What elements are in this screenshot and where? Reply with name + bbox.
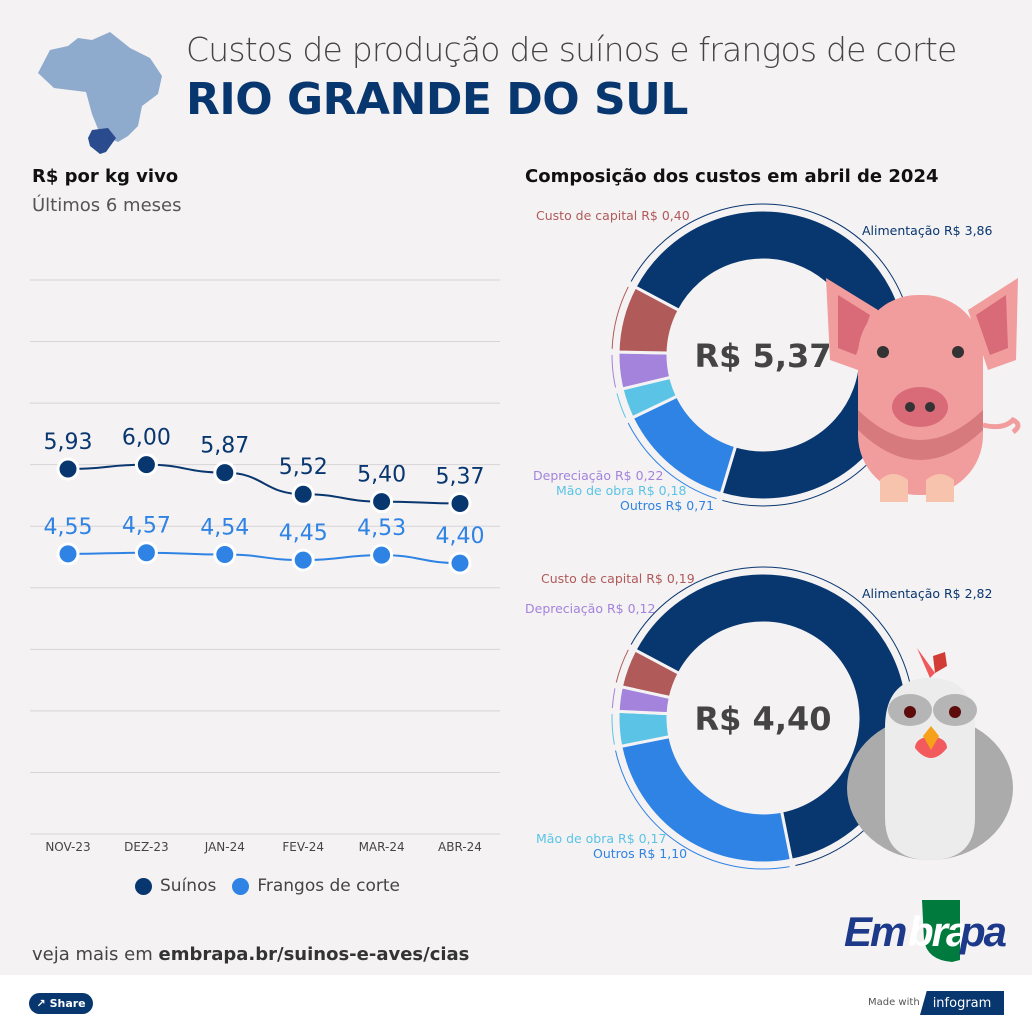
data-label: 4,57: [122, 514, 171, 539]
data-point: [291, 548, 315, 572]
data-point: [291, 482, 315, 506]
x-tick-label: DEZ-23: [124, 840, 168, 854]
data-label: 4,40: [436, 524, 485, 549]
made-with-text: Made with: [868, 997, 920, 1008]
share-icon: ↗: [36, 997, 46, 1010]
data-point: [134, 453, 158, 477]
data-label: 5,37: [436, 464, 485, 489]
series-line-frangos: [67, 551, 461, 565]
donut2-label-outros: Outros R$ 1,10: [593, 846, 688, 861]
line-legend: Suínos Frangos de corte: [135, 876, 400, 896]
donut-slice: [632, 571, 910, 862]
donut1-label-capital: Custo de capital R$ 0,40: [536, 208, 690, 223]
x-tick-label: JAN-24: [204, 840, 245, 854]
donut-center-total: R$ 4,40: [695, 700, 832, 738]
share-label: Share: [49, 997, 86, 1010]
data-point: [448, 491, 472, 515]
donut1-label-alimentacao: Alimentação R$ 3,86: [862, 223, 993, 238]
data-label: 5,87: [200, 434, 249, 459]
line-chart: NOV-23 DEZ-23 JAN-24 FEV-24 MAR-24 ABR-24 5,93…: [30, 279, 500, 854]
legend-label-suinos: Suínos: [160, 876, 217, 896]
leader-arc: [630, 203, 915, 507]
donut-slice: [616, 284, 682, 355]
donut-frangos: R$ 4,40: [611, 566, 915, 870]
data-label: 4,54: [200, 516, 249, 541]
data-point: [134, 541, 158, 565]
data-label: 5,52: [279, 455, 328, 480]
data-point: [370, 490, 394, 514]
leader-arc: [611, 286, 629, 349]
data-point: [56, 542, 80, 566]
donut2-label-alimentacao: Alimentação R$ 2,82: [862, 586, 993, 601]
donut-slice: [619, 647, 682, 700]
svg-text:Em: Em: [844, 908, 906, 955]
region-title: RIO GRANDE DO SUL: [186, 74, 688, 125]
data-label: 4,53: [357, 516, 406, 541]
composition-title: Composição dos custos em abril de 2024: [525, 166, 939, 187]
leader-arc: [611, 688, 616, 709]
data-point: [213, 543, 237, 567]
data-label: 5,93: [44, 430, 93, 455]
donut2-label-mao-de-obra: Mão de obra R$ 0,17: [536, 831, 667, 846]
legend-label-frangos: Frangos de corte: [257, 876, 401, 896]
x-tick-label: NOV-23: [45, 840, 90, 854]
legend-swatch-frangos: [232, 877, 250, 895]
data-label: 4,45: [279, 521, 328, 546]
more-info-prefix: veja mais em: [32, 944, 153, 965]
line-chart-unit: R$ por kg vivo: [32, 166, 179, 187]
embrapa-logo: Em bra pa: [844, 900, 1009, 962]
line-chart-period: Últimos 6 meses: [32, 195, 182, 216]
data-label: 5,40: [357, 463, 406, 488]
data-point: [56, 457, 80, 481]
svg-text:pa: pa: [959, 908, 1007, 955]
leader-arc: [611, 354, 617, 388]
infographic: Custos de produção de suínos e frangos d…: [0, 0, 1032, 975]
svg-text:bra: bra: [908, 908, 969, 955]
data-point: [213, 461, 237, 485]
donut1-label-outros: Outros R$ 0,71: [620, 498, 715, 513]
x-tick-label: MAR-24: [359, 840, 405, 854]
leader-arc: [611, 714, 615, 745]
x-tick-label: FEV-24: [282, 840, 324, 854]
leader-arc: [627, 422, 717, 500]
donut-center-total: R$ 5,37: [695, 337, 832, 375]
data-label: 4,55: [44, 515, 93, 540]
infogram-logo-link[interactable]: infogram: [920, 991, 1004, 1015]
pig-illustration: [826, 278, 1021, 502]
donut2-label-capital: Custo de capital R$ 0,19: [541, 571, 695, 586]
data-point: [370, 543, 394, 567]
share-button[interactable]: ↗ Share: [29, 993, 93, 1014]
donut-suinos: R$ 5,37: [611, 203, 915, 507]
x-tick-label: ABR-24: [438, 840, 482, 854]
leader-arc: [615, 649, 629, 683]
leader-arc: [616, 393, 627, 418]
donut-slice: [632, 208, 910, 502]
donut1-label-mao-de-obra: Mão de obra R$ 0,18: [556, 483, 687, 498]
more-info-text: veja mais em embrapa.br/suinos-e-aves/ci…: [32, 944, 469, 965]
donut1-label-depreciacao: Depreciação R$ 0,22: [533, 468, 664, 483]
leader-arc: [615, 750, 790, 870]
data-point: [448, 551, 472, 575]
brazil-map-icon: [38, 32, 162, 154]
legend-swatch-suinos: [135, 877, 152, 895]
data-label: 6,00: [122, 426, 171, 451]
donut2-label-depreciacao: Depreciação R$ 0,12: [525, 601, 656, 616]
page-title: Custos de produção de suínos e frangos d…: [186, 30, 957, 69]
chicken-illustration: [847, 648, 1013, 860]
more-info-link[interactable]: embrapa.br/suinos-e-aves/cias: [158, 944, 470, 965]
